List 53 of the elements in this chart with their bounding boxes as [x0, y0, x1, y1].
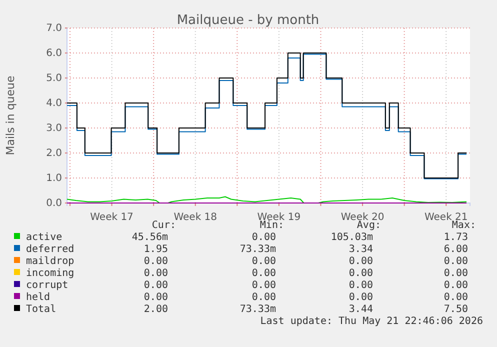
- y-axis-title: Mails in queue: [4, 75, 17, 156]
- text: Min:: [260, 220, 284, 231]
- text: 0.00: [252, 280, 276, 291]
- text: 73.33m: [240, 244, 276, 255]
- text: 0.00: [252, 292, 276, 303]
- text: Last update: Thu May 21 22:46:06 2026: [260, 316, 483, 327]
- y-tick-label: 1.0: [46, 173, 62, 184]
- text: 1.73: [444, 232, 468, 243]
- legend-label: corrupt: [26, 280, 68, 291]
- text: 45.56m: [132, 232, 168, 243]
- y-tick-label: 7.0: [46, 23, 62, 34]
- text: 0.00: [348, 292, 373, 303]
- text: 0.00: [348, 256, 373, 267]
- legend-label: Total: [26, 304, 56, 315]
- y-tick-label: 6.0: [46, 48, 62, 60]
- chart-title: Mailqueue - by month: [176, 13, 320, 28]
- text: 0.00: [144, 256, 168, 267]
- text: 0.00: [444, 280, 468, 291]
- text: 3.44: [348, 304, 373, 315]
- text: 0.00: [252, 268, 276, 279]
- x-tick-label: Week 17: [90, 212, 134, 223]
- legend-label: held: [26, 292, 50, 303]
- text: Avg:: [356, 220, 381, 231]
- y-tick-label: 5.0: [46, 73, 62, 84]
- text: 3.34: [348, 244, 373, 255]
- y-tick-label: 0.0: [46, 198, 62, 210]
- x-tick-label: Week 18: [174, 212, 218, 223]
- legend-label: deferred: [26, 244, 74, 255]
- text: 0.00: [444, 256, 468, 267]
- text: 0.00: [348, 280, 373, 291]
- y-tick-label: 3.0: [46, 123, 62, 134]
- text: 0.00: [444, 268, 468, 279]
- text: 0.00: [144, 292, 168, 303]
- text: 105.03m: [330, 232, 373, 243]
- text: 0.00: [144, 268, 168, 279]
- text: 2.00: [144, 304, 168, 315]
- text: 73.33m: [240, 304, 276, 315]
- y-tick-label: 2.0: [46, 148, 62, 160]
- y-tick-label: 4.0: [46, 98, 62, 110]
- line-series: [66, 196, 468, 204]
- legend-label: maildrop: [26, 256, 74, 267]
- text: Max:: [452, 220, 476, 231]
- text: 6.00: [444, 244, 468, 255]
- text: 0.00: [444, 292, 468, 303]
- text: 0.00: [144, 280, 168, 291]
- text: Cur:: [152, 220, 176, 231]
- text: 0.00: [348, 268, 373, 279]
- text: 1.95: [144, 244, 168, 255]
- text: 7.50: [444, 304, 468, 315]
- text: 0.00: [252, 232, 276, 243]
- legend-label: active: [26, 232, 62, 243]
- text: 0.00: [252, 256, 276, 267]
- legend-label: incoming: [26, 268, 74, 279]
